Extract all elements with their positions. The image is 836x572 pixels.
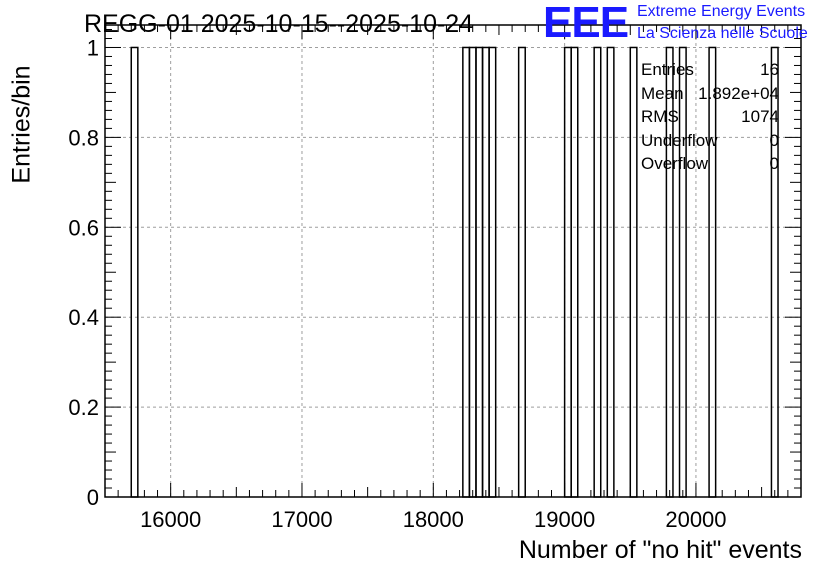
histogram-bars bbox=[130, 46, 779, 498]
y-tick-label: 0 bbox=[87, 485, 99, 510]
stat-mean-value: 1.892e+04 bbox=[698, 83, 779, 103]
histogram-bar bbox=[481, 46, 490, 498]
histogram-bar bbox=[517, 46, 526, 498]
stat-mean-label: Mean bbox=[641, 83, 684, 103]
stat-overflow-label: Overflow bbox=[641, 154, 709, 173]
eee-logo: EEE bbox=[543, 0, 629, 47]
y-tick-label: 0.8 bbox=[68, 125, 99, 150]
x-tick-label: 20000 bbox=[665, 507, 726, 532]
stat-rms-label: RMS bbox=[641, 107, 679, 126]
stat-underflow-value: 0 bbox=[769, 130, 779, 150]
histogram-bar bbox=[475, 46, 484, 498]
x-tick-label: 17000 bbox=[271, 507, 332, 532]
stat-overflow-value: 0 bbox=[769, 154, 779, 173]
x-axis-label: Number of "no hit" events bbox=[518, 536, 802, 564]
plot-frame bbox=[104, 24, 802, 498]
y-tick-label: 0.6 bbox=[68, 215, 99, 240]
stat-entries-value: 16 bbox=[760, 60, 779, 79]
histogram-bar bbox=[570, 46, 579, 498]
y-tick-label: 1 bbox=[87, 35, 99, 60]
stat-mean: Mean 1.892e+04 bbox=[641, 82, 779, 106]
stat-overflow: Overflow 0 bbox=[641, 152, 779, 176]
histogram-bar bbox=[462, 46, 471, 498]
histogram-bar bbox=[629, 46, 638, 498]
y-tick-label: 0.4 bbox=[68, 305, 99, 330]
histogram-bar bbox=[130, 46, 139, 498]
axis-ticks bbox=[105, 25, 802, 498]
stat-underflow: Underflow 0 bbox=[641, 129, 779, 153]
logo-text-line1: Extreme Energy Events bbox=[637, 3, 806, 20]
stat-rms: RMS 1074 bbox=[641, 105, 779, 129]
tick-labels: 16000 17000 18000 19000 20000 0 0.2 0.4 0.6 0.8 1 bbox=[68, 35, 726, 532]
stats-box: Entries 16 Mean 1.892e+04 RMS 1074 Under… bbox=[641, 58, 779, 176]
chart-title: REGG-01 2025-10-15--2025-10-24 bbox=[84, 10, 474, 38]
histogram-bar bbox=[593, 46, 602, 498]
stat-underflow-label: Underflow bbox=[641, 130, 718, 150]
y-axis-label: Entries/bin bbox=[7, 65, 36, 184]
stat-entries-label: Entries bbox=[641, 60, 694, 79]
logo-text-line2: La Scienza nelle Scuole bbox=[637, 25, 808, 42]
x-tick-label: 19000 bbox=[534, 507, 595, 532]
histogram-bar bbox=[488, 46, 497, 498]
stat-rms-value: 1074 bbox=[741, 107, 779, 126]
histogram-bar bbox=[606, 46, 615, 498]
stat-entries: Entries 16 bbox=[641, 58, 779, 82]
y-tick-label: 0.2 bbox=[68, 395, 99, 420]
x-tick-label: 16000 bbox=[140, 507, 201, 532]
x-tick-label: 18000 bbox=[403, 507, 464, 532]
histogram-bar bbox=[563, 46, 572, 498]
histogram-bar bbox=[468, 46, 477, 498]
